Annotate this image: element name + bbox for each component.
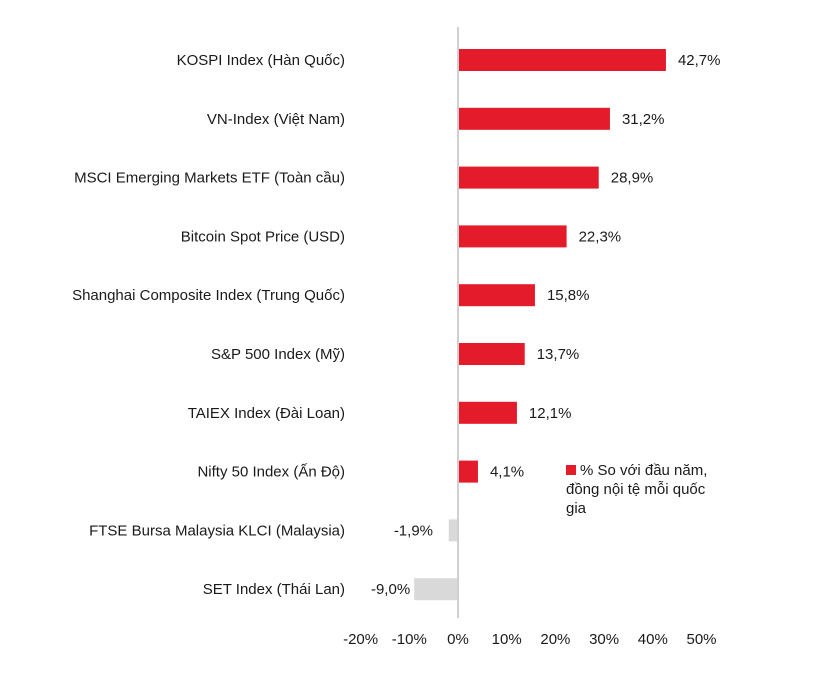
bar [458,401,517,424]
legend-swatch [566,465,576,475]
x-tick-label: 20% [540,631,570,648]
category-label: Bitcoin Spot Price (USD) [181,228,345,245]
category-label: Nifty 50 Index (Ấn Độ) [197,464,345,481]
value-label: 28,9% [611,170,654,187]
value-label: 13,7% [537,346,580,363]
bar [458,107,610,130]
category-label: TAIEX Index (Đài Loan) [188,405,345,422]
value-label: 31,2% [622,111,665,128]
value-label: 22,3% [579,228,622,245]
bar [458,460,478,483]
category-label: KOSPI Index (Hàn Quốc) [177,52,345,69]
value-label: 4,1% [490,464,524,481]
category-label: S&P 500 Index (Mỹ) [211,346,345,363]
value-label: 42,7% [678,52,721,69]
bar [458,225,567,248]
value-label: 15,8% [547,287,590,304]
bar [458,343,525,365]
category-label: Shanghai Composite Index (Trung Quốc) [72,287,345,304]
category-label: SET Index (Thái Lan) [203,581,345,598]
legend: % So với đầu năm, đồng nội tệ mỗi quốc g… [566,461,716,518]
bar [414,578,458,601]
category-label: MSCI Emerging Markets ETF (Toàn cầu) [74,170,345,187]
bar [448,519,458,542]
value-label: 12,1% [529,405,572,422]
bar [458,166,599,189]
bar [458,284,535,307]
x-tick-label: 40% [638,631,668,648]
x-tick-label: 0% [447,631,469,648]
x-tick-label: 50% [686,631,716,648]
value-label: -1,9% [394,522,433,539]
x-tick-label: -20% [343,631,378,648]
legend-label: % So với đầu năm, đồng nội tệ mỗi quốc g… [566,462,708,517]
x-tick-label: -10% [392,631,427,648]
x-tick-label: 30% [589,631,619,648]
x-tick-label: 10% [492,631,522,648]
value-label: -9,0% [371,581,410,598]
category-label: VN-Index (Việt Nam) [207,111,345,128]
bar [458,49,666,71]
category-label: FTSE Bursa Malaysia KLCI (Malaysia) [89,522,345,539]
